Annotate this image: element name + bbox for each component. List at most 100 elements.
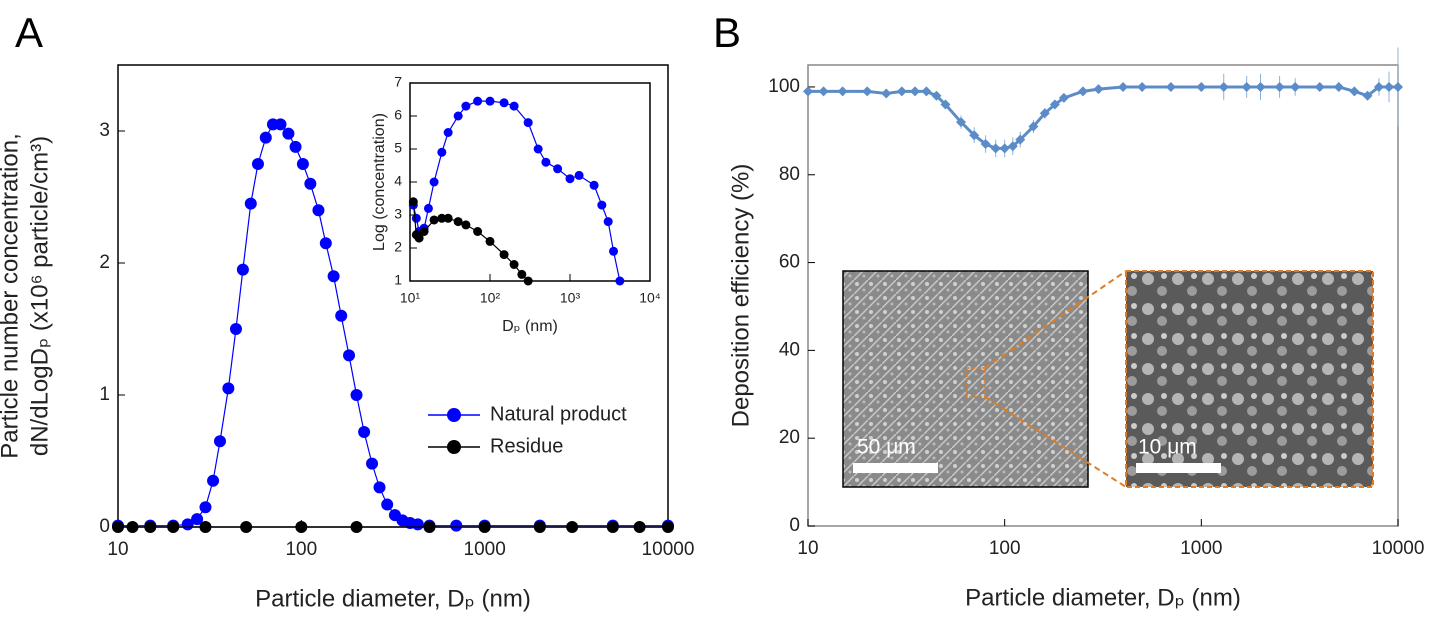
scale-label: 10 μm: [1138, 436, 1197, 459]
marker: [443, 128, 453, 137]
marker: [312, 204, 325, 217]
x-tick-label: 10³: [560, 290, 581, 306]
marker: [1274, 81, 1285, 92]
zoom-line: [984, 396, 1127, 488]
marker: [350, 389, 363, 401]
y-tick-label: 4: [394, 173, 402, 189]
marker: [304, 177, 317, 190]
x-tick-label: 10000: [642, 539, 695, 560]
marker: [597, 200, 607, 210]
marker: [207, 474, 220, 487]
y-tick-label: 1: [394, 272, 402, 288]
marker: [633, 521, 646, 533]
marker: [999, 143, 1010, 154]
y-tick-label: 0: [789, 515, 800, 536]
zoom-box: [966, 367, 986, 398]
marker: [1241, 81, 1252, 92]
marker: [1333, 81, 1344, 92]
marker: [296, 158, 309, 170]
y-tick-label: 80: [779, 164, 800, 185]
marker: [931, 90, 942, 101]
marker: [366, 457, 379, 470]
plot-frame: [807, 64, 1399, 527]
y-tick-label: 0: [99, 516, 110, 537]
marker: [343, 349, 356, 362]
marker: [609, 246, 619, 256]
sem-zoom-image: [1125, 270, 1374, 488]
marker: [1349, 86, 1360, 97]
x-tick-label: 1000: [464, 539, 506, 560]
marker: [1007, 141, 1018, 152]
marker: [881, 88, 892, 99]
y-tick-label: 7: [394, 74, 402, 90]
y-axis-label: Log (concentration): [371, 113, 388, 251]
x-axis-label: Particle diameter, Dₚ (nm): [255, 585, 531, 612]
y-tick-label: 3: [394, 206, 402, 222]
marker: [1314, 81, 1325, 92]
marker: [259, 131, 272, 144]
marker: [419, 227, 429, 236]
marker: [1290, 81, 1301, 92]
marker: [565, 174, 575, 184]
marker: [461, 101, 471, 111]
marker: [980, 139, 991, 150]
x-tick-label: 10⁴: [639, 290, 661, 306]
marker: [1049, 99, 1060, 110]
scale-bar: [853, 463, 938, 473]
marker: [191, 513, 204, 526]
marker: [509, 260, 519, 269]
marker: [940, 99, 951, 110]
marker: [319, 237, 332, 250]
marker: [437, 147, 447, 157]
marker: [921, 86, 932, 97]
marker: [837, 86, 848, 97]
marker: [282, 127, 295, 140]
scale-label: 50 μm: [857, 436, 916, 459]
marker: [453, 217, 463, 227]
x-axis-label: Particle diameter, Dₚ (nm): [965, 584, 1241, 611]
marker: [509, 101, 519, 111]
marker: [429, 215, 439, 225]
x-tick-label: 10¹: [400, 290, 421, 306]
marker: [350, 521, 363, 533]
x-tick-label: 10: [107, 539, 128, 560]
marker: [144, 521, 157, 533]
x-axis-label: Dₚ (nm): [502, 318, 558, 335]
x-tick-label: 10000: [1372, 538, 1425, 559]
y-tick-label: 20: [779, 427, 800, 448]
marker: [126, 521, 139, 533]
y-tick-label: 100: [768, 76, 800, 97]
x-tick-label: 100: [989, 538, 1021, 559]
marker: [335, 309, 348, 322]
marker: [229, 323, 242, 335]
marker: [423, 203, 433, 213]
plot: 10 100 1000 10000 0 20 40 60 80 100 Particle diame…: [727, 47, 1424, 611]
marker: [327, 270, 340, 283]
marker: [295, 521, 308, 533]
y-tick-label: 40: [779, 339, 800, 360]
marker: [541, 157, 551, 167]
series-line: [412, 100, 621, 282]
marker: [603, 217, 613, 227]
marker: [553, 164, 563, 174]
panel-label: B: [713, 9, 741, 56]
marker: [574, 170, 584, 180]
marker: [199, 501, 212, 514]
marker: [381, 498, 394, 511]
marker: [1058, 92, 1069, 103]
x-tick-label: 10: [797, 538, 818, 559]
marker: [485, 236, 495, 246]
marker: [429, 177, 439, 187]
series-line: [118, 123, 668, 527]
marker: [803, 86, 813, 97]
marker: [240, 521, 253, 533]
marker: [1077, 86, 1088, 97]
marker: [910, 86, 921, 97]
marker: [1118, 81, 1129, 92]
marker: [213, 435, 226, 448]
marker: [1384, 81, 1395, 92]
marker: [1362, 90, 1373, 101]
marker: [1255, 81, 1266, 92]
marker: [358, 425, 371, 438]
